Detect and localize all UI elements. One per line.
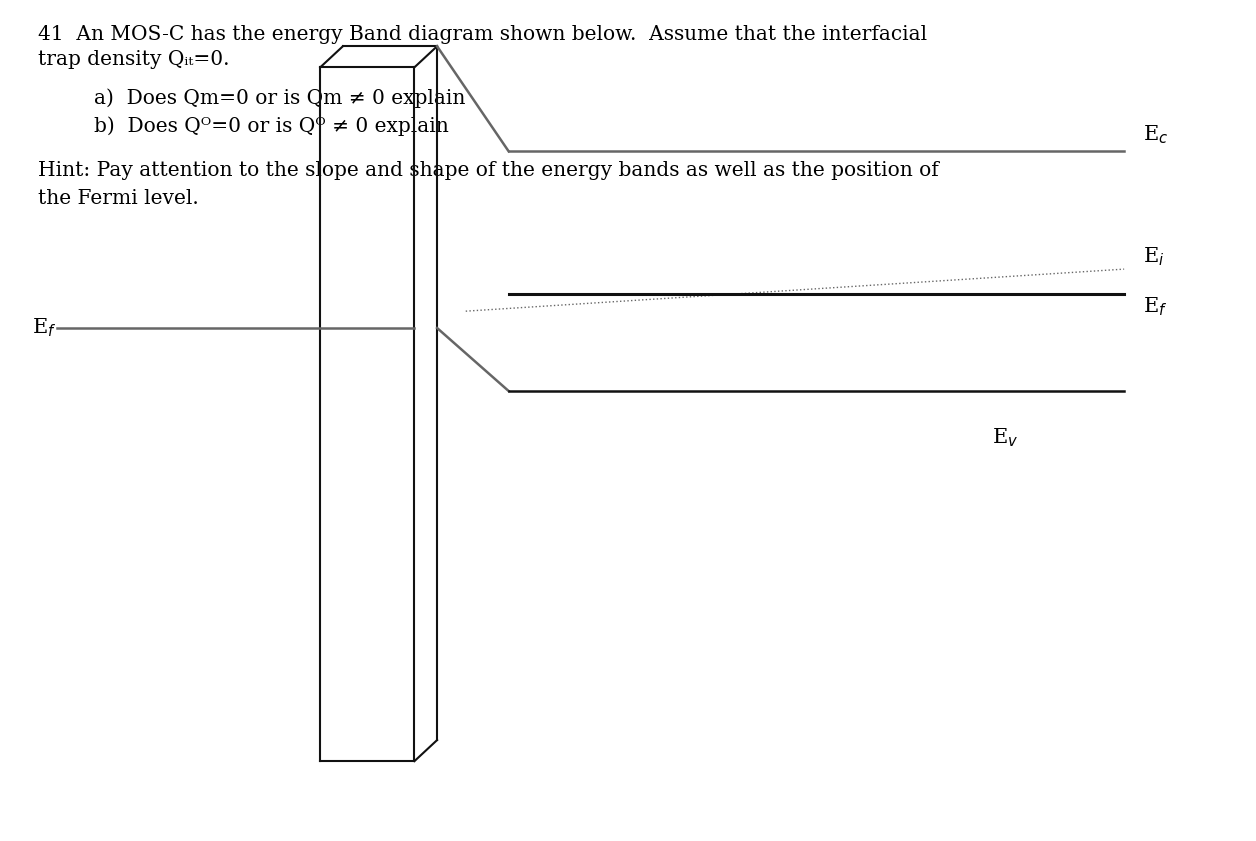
Text: E$_v$: E$_v$ [992,426,1019,448]
Text: Hint: Pay attention to the slope and shape of the energy bands as well as the po: Hint: Pay attention to the slope and sha… [38,161,938,181]
Text: E$_i$: E$_i$ [1143,246,1164,267]
Text: b)  Does Qᴼ=0 or is Qᴼ ≠ 0 explain: b) Does Qᴼ=0 or is Qᴼ ≠ 0 explain [94,116,448,135]
Text: E$_f$: E$_f$ [31,317,57,339]
Text: E$_c$: E$_c$ [1143,124,1168,145]
Text: the Fermi level.: the Fermi level. [38,189,198,209]
Text: 41  An MOS-C has the energy Band diagram shown below.  Assume that the interfaci: 41 An MOS-C has the energy Band diagram … [38,25,927,45]
Text: trap density Qᵢₜ=0.: trap density Qᵢₜ=0. [38,50,229,70]
Text: E$_f$: E$_f$ [1143,296,1167,318]
Text: a)  Does Qm=0 or is Qm ≠ 0 explain: a) Does Qm=0 or is Qm ≠ 0 explain [94,88,466,108]
